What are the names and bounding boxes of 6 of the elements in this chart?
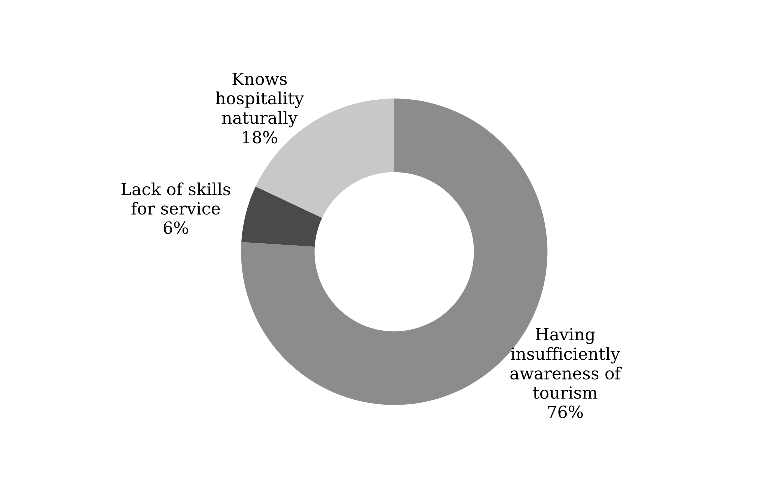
slice-label: Knows hospitality naturally (216, 72, 304, 128)
data-label: 6% (164, 222, 188, 234)
slice-label: Lack of skills for service (122, 182, 230, 215)
data-label: 18% (243, 131, 278, 144)
slice-label: Having insufficiently awareness of tourism (510, 328, 622, 400)
data-label: 76% (548, 406, 584, 418)
